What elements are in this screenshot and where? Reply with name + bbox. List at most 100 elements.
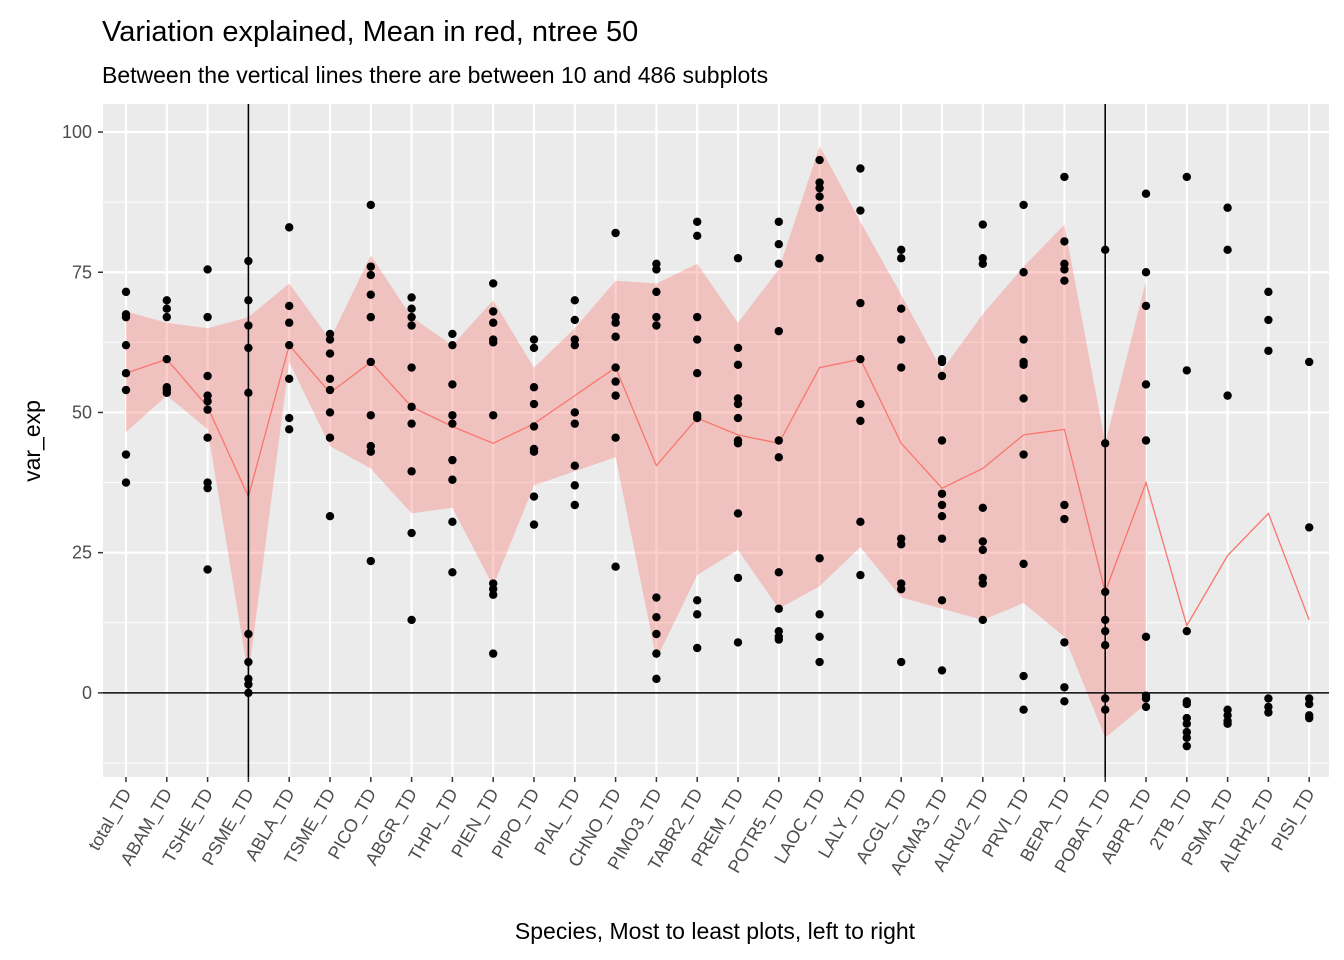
x-axis-title: Species, Most to least plots, left to ri… (515, 918, 916, 944)
chart-subtitle: Between the vertical lines there are bet… (102, 62, 768, 88)
data-point (1182, 733, 1192, 742)
data-point (897, 245, 906, 255)
data-point (407, 615, 416, 625)
data-point (815, 192, 824, 201)
data-point (366, 200, 375, 210)
data-point (978, 259, 987, 269)
data-point (121, 369, 131, 378)
data-point (244, 321, 253, 330)
data-point (937, 371, 947, 381)
data-point (1182, 172, 1192, 182)
data-point (325, 335, 335, 344)
data-point (570, 500, 579, 510)
data-point (407, 419, 416, 428)
data-point (325, 374, 335, 384)
data-point (570, 419, 579, 428)
data-point (244, 343, 253, 353)
data-point (489, 649, 498, 658)
data-point (978, 579, 987, 588)
data-point (733, 439, 743, 448)
y-tick-label: 75 (72, 262, 92, 282)
data-point (366, 357, 375, 367)
data-point (529, 399, 539, 409)
data-point (611, 562, 620, 571)
data-point (1141, 301, 1151, 311)
data-point (244, 688, 253, 698)
data-point (1182, 699, 1192, 709)
data-point (162, 388, 171, 398)
data-point (815, 254, 824, 263)
data-point (1019, 671, 1028, 681)
data-point (203, 312, 212, 322)
data-point (1141, 632, 1151, 641)
data-point (1019, 559, 1028, 569)
data-point (570, 461, 579, 470)
data-point (937, 357, 947, 367)
data-point (489, 411, 498, 420)
data-point (570, 340, 579, 350)
data-point (652, 649, 661, 658)
data-point (652, 612, 661, 622)
y-tick-label: 50 (72, 402, 92, 422)
data-point (774, 217, 783, 226)
data-point (1182, 366, 1192, 375)
data-point (121, 450, 131, 459)
data-point (611, 433, 620, 442)
data-point (1101, 615, 1110, 625)
plot-panel (103, 104, 1329, 777)
data-point (774, 436, 783, 445)
data-point (1060, 237, 1069, 246)
data-point (1182, 741, 1192, 751)
data-point (693, 369, 702, 378)
data-point (937, 489, 947, 498)
data-point (693, 596, 702, 605)
data-point (856, 298, 865, 308)
data-point (448, 517, 457, 527)
data-point (285, 223, 294, 232)
data-point (652, 321, 661, 330)
data-point (815, 155, 824, 165)
data-point (1264, 694, 1273, 703)
data-point (325, 385, 335, 395)
data-point (774, 240, 783, 249)
data-point (1060, 683, 1069, 692)
data-point (366, 312, 375, 322)
data-point (203, 371, 212, 381)
data-point (489, 279, 498, 288)
data-point (856, 164, 865, 173)
data-point (162, 354, 171, 364)
data-point (1182, 626, 1192, 636)
data-point (325, 433, 335, 442)
data-point (529, 520, 539, 529)
data-point (1305, 523, 1314, 532)
data-point (1141, 268, 1151, 277)
data-point (366, 270, 375, 280)
data-point (1101, 245, 1110, 255)
data-point (815, 554, 824, 563)
data-point (448, 475, 457, 484)
data-point (1264, 315, 1273, 325)
data-point (570, 315, 579, 325)
data-point (203, 405, 212, 414)
data-point (815, 610, 824, 619)
data-point (570, 296, 579, 305)
data-point (774, 453, 783, 462)
data-point (733, 343, 743, 353)
data-point (407, 293, 416, 302)
data-point (1019, 360, 1028, 369)
data-point (733, 638, 743, 647)
data-point (733, 360, 743, 369)
data-point (693, 312, 702, 322)
data-point (774, 259, 783, 269)
data-point (611, 391, 620, 400)
data-point (570, 408, 579, 417)
data-point (937, 436, 947, 445)
data-point (693, 413, 702, 423)
data-point (1060, 276, 1069, 285)
data-point (203, 483, 212, 493)
x-axis: total_TDABAM_TDTSHE_TDPSME_TDABLA_TDTSME… (84, 777, 1320, 879)
data-point (285, 425, 294, 434)
data-point (121, 287, 131, 297)
data-point (366, 556, 375, 566)
